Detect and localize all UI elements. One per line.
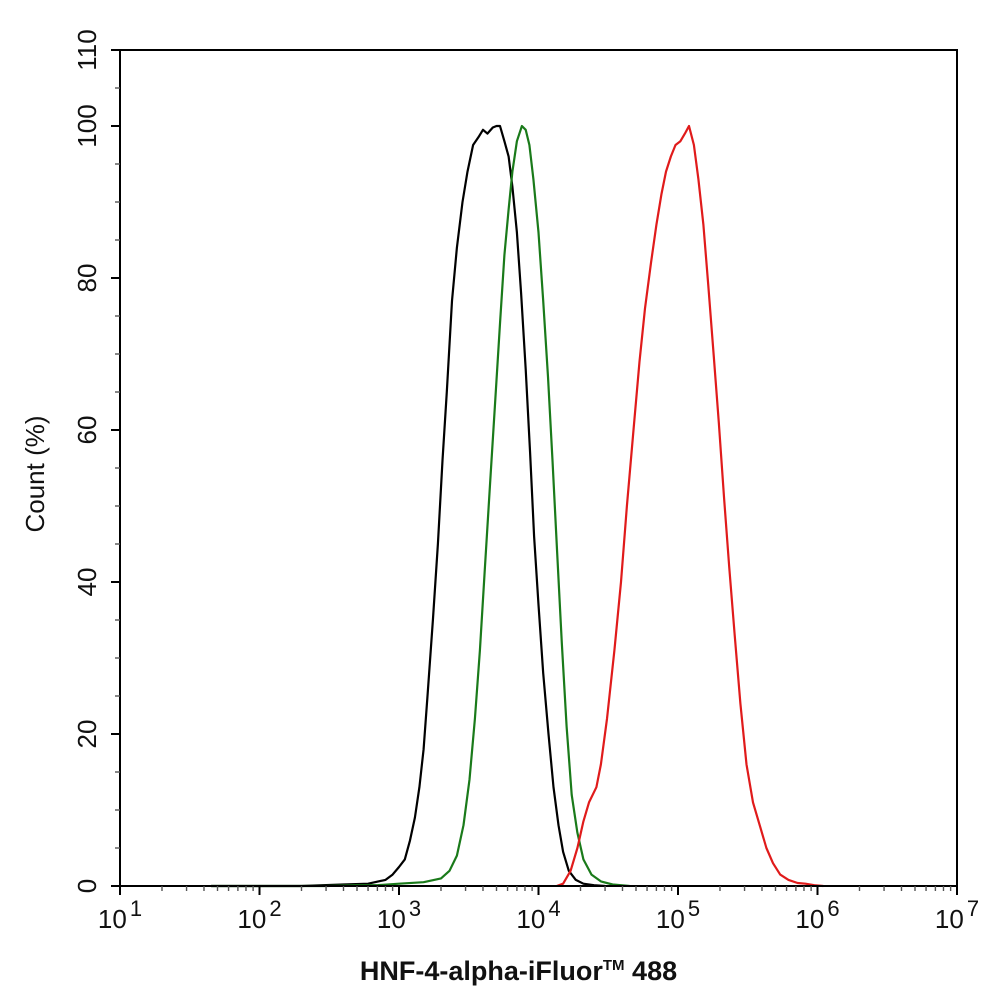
- y-tick-label: 0: [72, 879, 102, 893]
- x-tick-label-base: 10: [98, 904, 127, 934]
- y-tick-label: 80: [72, 264, 102, 293]
- x-tick-label-exponent: 3: [409, 896, 421, 921]
- x-tick-label: 10 1: [98, 896, 142, 934]
- x-tick-label-base: 10: [656, 904, 685, 934]
- series-layer: [211, 124, 824, 888]
- x-tick-label: 10 2: [237, 896, 281, 934]
- series-line-1: [211, 124, 606, 888]
- y-axis-ticks: [111, 49, 120, 887]
- x-tick-label: 10 6: [795, 896, 839, 934]
- x-axis-title-suffix: 488: [625, 956, 678, 986]
- y-tick-label: 110: [72, 29, 102, 70]
- x-tick-label-base: 10: [377, 904, 406, 934]
- x-axis-title-main: HNF-4-alpha-iFluor: [360, 956, 603, 986]
- x-tick-label: 10 3: [377, 896, 421, 934]
- series-line-3: [556, 124, 824, 888]
- x-axis-ticks: [119, 886, 958, 895]
- x-tick-label-exponent: 5: [688, 896, 700, 921]
- series-line-2: [211, 124, 630, 888]
- x-tick-label-base: 10: [237, 904, 266, 934]
- x-tick-label: 10 5: [656, 896, 700, 934]
- x-tick-label-exponent: 1: [130, 896, 142, 921]
- y-tick-label: 60: [72, 416, 102, 445]
- y-axis-tick-labels: 0 20 40 60 80 100 110: [72, 29, 102, 893]
- x-tick-label-exponent: 7: [967, 896, 979, 921]
- x-tick-label-base: 10: [935, 904, 964, 934]
- x-tick-label-base: 10: [795, 904, 824, 934]
- x-tick-label: 10 7: [935, 896, 979, 934]
- x-tick-label-exponent: 6: [827, 896, 839, 921]
- x-axis-tick-labels: 10 1 10 2 10 3 10 4 10 5 10 6 10 7: [98, 896, 979, 934]
- x-tick-label-base: 10: [516, 904, 545, 934]
- x-tick-label-exponent: 4: [548, 896, 560, 921]
- x-tick-label-exponent: 2: [269, 896, 281, 921]
- y-tick-label: 40: [72, 568, 102, 597]
- y-axis-title: Count (%): [20, 415, 50, 532]
- x-tick-label: 10 4: [516, 896, 560, 934]
- y-tick-label: 20: [72, 720, 102, 749]
- x-axis-title-trademark: TM: [603, 957, 625, 974]
- y-tick-label: 100: [72, 104, 102, 147]
- x-axis-title: HNF-4-alpha-iFluorTM 488: [360, 956, 677, 986]
